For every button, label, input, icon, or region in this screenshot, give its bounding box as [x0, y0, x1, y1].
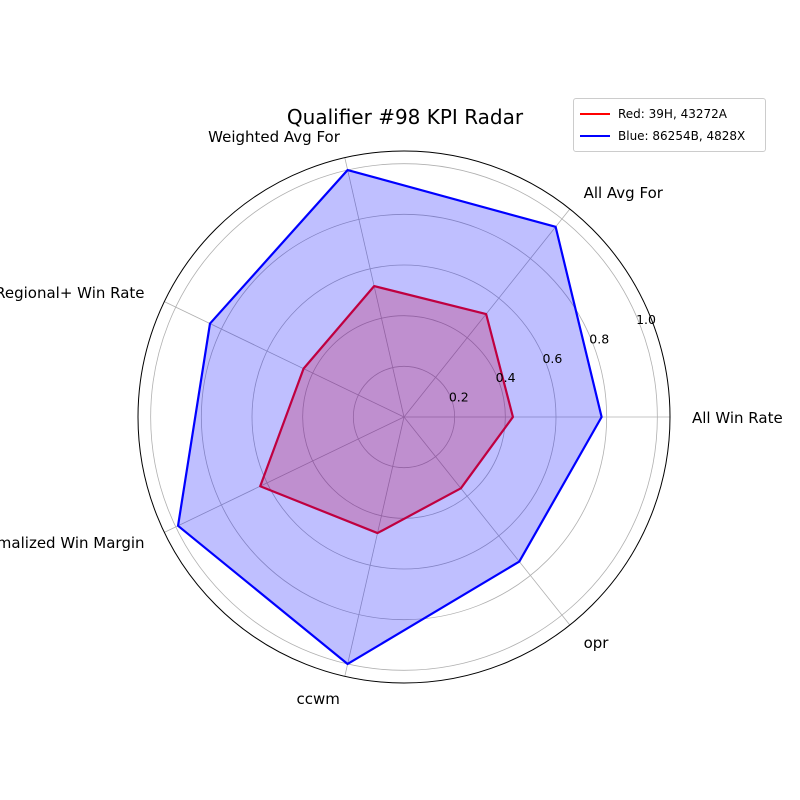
- series-0-line: [259, 285, 515, 535]
- axis-label-0: All Win Rate: [692, 409, 783, 427]
- series-1-line: [176, 168, 603, 666]
- legend-swatch-red: [580, 113, 610, 115]
- radial-tick-label-3: 0.8: [589, 331, 609, 346]
- axis-label-6: opr: [584, 634, 610, 652]
- grid-spoke-3: [164, 301, 405, 418]
- series-1-area: [178, 170, 602, 664]
- axis-label-5: ccwm: [297, 690, 340, 708]
- grid-spoke-4: [164, 416, 405, 533]
- legend-entry-red: Red: 39H, 43272A: [580, 103, 759, 125]
- polar-frame: [137, 150, 671, 684]
- axis-labels: All Win Rate All Avg For Weighted Avg For R…: [0, 128, 783, 708]
- radial-tick-label-1: 0.4: [496, 370, 516, 385]
- grid-spoke-1: [403, 208, 571, 418]
- legend: Red: 39H, 43272A Blue: 86254B, 4828X: [573, 98, 766, 152]
- axis-label-2: Weighted Avg For: [208, 128, 341, 146]
- series-0-area: [260, 286, 513, 534]
- grid-spoke-5: [344, 416, 405, 677]
- chart-title: Qualifier #98 KPI Radar: [287, 105, 524, 129]
- axis-label-4: Weighted Normalized Win Margin: [0, 534, 145, 552]
- series-layer: [176, 168, 603, 666]
- legend-entry-blue: Blue: 86254B, 4828X: [580, 125, 759, 147]
- axis-label-3: Regional+ Win Rate: [0, 284, 145, 302]
- legend-label-blue: Blue: 86254B, 4828X: [618, 129, 746, 143]
- radial-tick-label-0: 0.2: [449, 390, 469, 405]
- legend-label-red: Red: 39H, 43272A: [618, 107, 727, 121]
- radial-tick-label-4: 1.0: [636, 312, 656, 327]
- radial-tick-label-2: 0.6: [542, 351, 562, 366]
- radar-grid: [137, 150, 671, 684]
- legend-swatch-blue: [580, 135, 610, 137]
- axis-label-1: All Avg For: [584, 184, 664, 202]
- grid-spoke-6: [403, 416, 571, 626]
- radial-tick-labels: 0.2 0.4 0.6 0.8 1.0: [449, 312, 656, 405]
